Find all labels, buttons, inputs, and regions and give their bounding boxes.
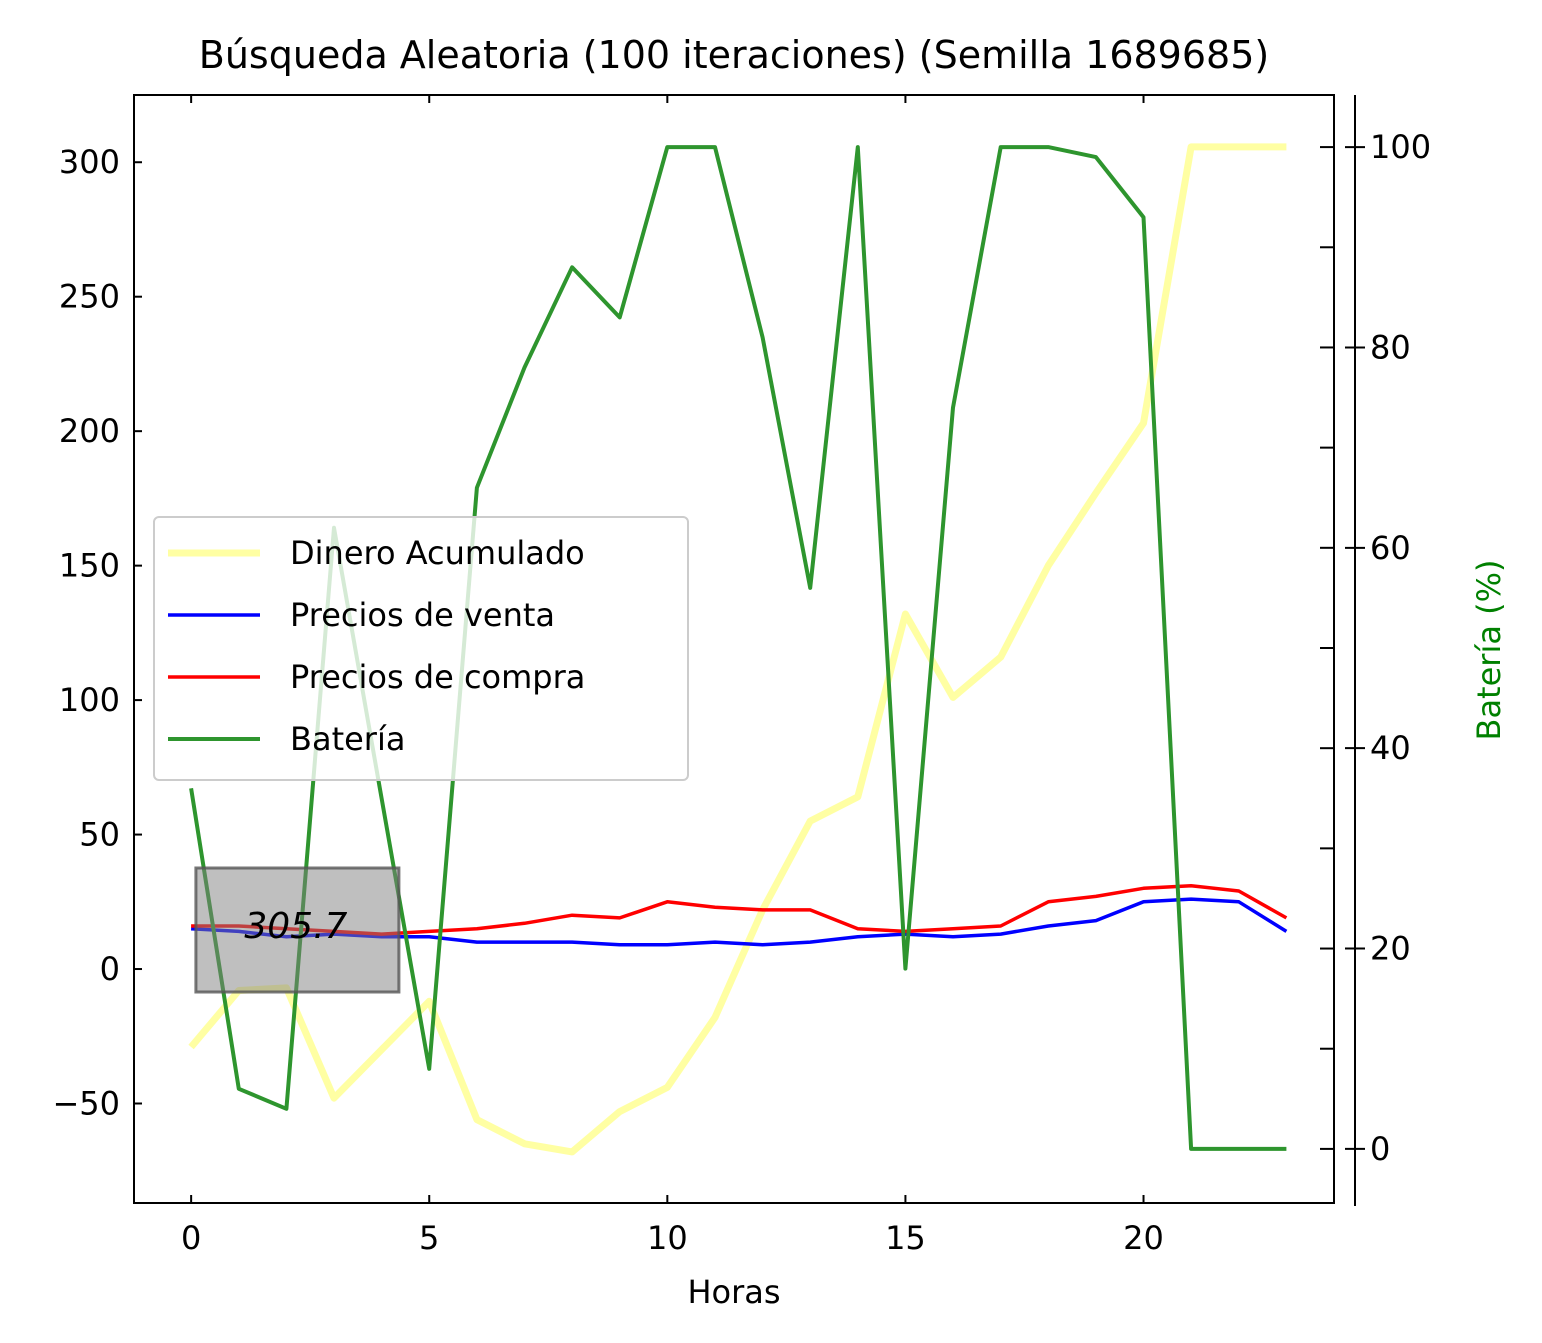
x-tick-label: 20: [1123, 1219, 1164, 1257]
plot-frame: [133, 94, 1335, 1204]
y-tick-label: −50: [52, 1084, 120, 1122]
y2-tick-label: 20: [1370, 930, 1411, 968]
series-line-0: [188, 143, 1287, 1156]
x-axis: 0 5 10 15 20: [181, 95, 1164, 1257]
y-tick-label: 200: [59, 412, 120, 450]
y2-tick-label: 80: [1370, 328, 1411, 366]
annotation-box: [194, 866, 401, 994]
y2-tick-label: 0: [1370, 1130, 1390, 1168]
y-axis-left: −50 0 50 100 150 200 250 300: [52, 143, 1334, 1150]
legend-label-2: Precios de compra: [290, 658, 585, 696]
legend-label-1: Precios de venta: [290, 596, 555, 634]
legend: Dinero Acumulado Precios de venta Precios …: [153, 516, 689, 781]
x-axis-label: Horas: [687, 1273, 780, 1311]
y-tick-label: 100: [59, 681, 120, 719]
y2-tick-label: 40: [1370, 729, 1411, 767]
y-tick-label: 50: [79, 816, 120, 854]
y-tick-label: 300: [59, 143, 120, 181]
annotation-text: 305.7: [244, 906, 347, 947]
x-tick-label: 10: [647, 1219, 688, 1257]
y-axis-right: 0 20 40 60 80 100: [1345, 128, 1431, 1168]
y-tick-label: 150: [59, 547, 120, 585]
chart-title: Búsqueda Aleatoria (100 iteraciones) (Se…: [199, 33, 1269, 77]
y2-tick-label: 60: [1370, 529, 1411, 567]
x-tick-label: 15: [885, 1219, 926, 1257]
annotation-group: 305.7: [194, 866, 401, 994]
x-tick-label: 5: [419, 1219, 439, 1257]
y2-tick-label: 100: [1370, 128, 1431, 166]
legend-label-3: Batería: [290, 720, 405, 758]
legend-label-0: Dinero Acumulado: [290, 534, 585, 572]
legend-frame: [153, 516, 689, 781]
y-tick-label: 0: [100, 950, 120, 988]
x-tick-label: 0: [181, 1219, 201, 1257]
y-tick-label: 250: [59, 278, 120, 316]
y2-axis-label: Batería (%): [1470, 560, 1508, 741]
